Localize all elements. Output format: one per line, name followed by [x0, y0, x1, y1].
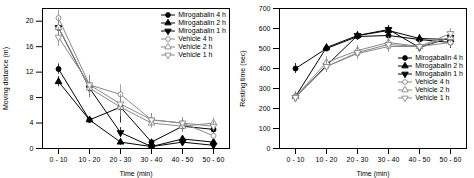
svg-text:500: 500 — [259, 45, 271, 52]
html-text:Mirogabalin 2 h: Mirogabalin 2 h — [178, 19, 226, 26]
html-text:Vehicle 4 h: Vehicle 4 h — [178, 35, 213, 42]
svg-text:Time (min): Time (min) — [119, 170, 152, 178]
html-text:Mirogabalin 2 h: Mirogabalin 2 h — [415, 62, 463, 69]
svg-text:10 - 20: 10 - 20 — [79, 156, 101, 163]
svg-text:16: 16 — [26, 43, 34, 50]
html-text:Mirogabalin 1 h: Mirogabalin 1 h — [178, 27, 226, 34]
html-text:Mirogabalin 4 h: Mirogabalin 4 h — [415, 54, 463, 61]
svg-text:Moving distance (m): Moving distance (m) — [2, 47, 10, 110]
svg-text:400: 400 — [259, 65, 271, 72]
svg-text:200: 200 — [259, 105, 271, 112]
html-text:Mirogabalin 4 h: Mirogabalin 4 h — [178, 11, 226, 18]
svg-text:300: 300 — [259, 85, 271, 92]
svg-text:Time (min): Time (min) — [356, 170, 389, 178]
svg-text:10 - 20: 10 - 20 — [316, 156, 338, 163]
svg-text:0 - 10: 0 - 10 — [287, 156, 305, 163]
svg-text:20 - 30: 20 - 30 — [110, 156, 132, 163]
svg-text:0: 0 — [30, 145, 34, 152]
svg-text:40 - 50: 40 - 50 — [172, 156, 194, 163]
svg-text:20: 20 — [26, 17, 34, 24]
svg-text:700: 700 — [259, 5, 271, 12]
html-text:Vehicle 1 h: Vehicle 1 h — [178, 51, 213, 58]
svg-text:0: 0 — [267, 145, 271, 152]
html-text:Vehicle 2 h: Vehicle 2 h — [178, 43, 213, 50]
svg-text:40 - 50: 40 - 50 — [409, 156, 431, 163]
svg-text:50 - 60: 50 - 60 — [203, 156, 225, 163]
svg-text:0 - 10: 0 - 10 — [50, 156, 68, 163]
svg-text:600: 600 — [259, 25, 271, 32]
html-text:Vehicle 4 h: Vehicle 4 h — [415, 78, 450, 85]
svg-text:12: 12 — [26, 68, 34, 75]
svg-text:20 - 30: 20 - 30 — [347, 156, 369, 163]
html-text:Vehicle 1 h: Vehicle 1 h — [415, 94, 450, 101]
svg-text:30 - 40: 30 - 40 — [141, 156, 163, 163]
svg-text:30 - 40: 30 - 40 — [378, 156, 400, 163]
html-text:Vehicle 2 h: Vehicle 2 h — [415, 86, 450, 93]
svg-text:8: 8 — [30, 94, 34, 101]
svg-text:Resting time (sec): Resting time (sec) — [239, 50, 247, 106]
svg-text:4: 4 — [30, 119, 34, 126]
svg-text:50 - 60: 50 - 60 — [440, 156, 462, 163]
html-text:Mirogabalin 1 h: Mirogabalin 1 h — [415, 70, 463, 77]
svg-text:100: 100 — [259, 125, 271, 132]
